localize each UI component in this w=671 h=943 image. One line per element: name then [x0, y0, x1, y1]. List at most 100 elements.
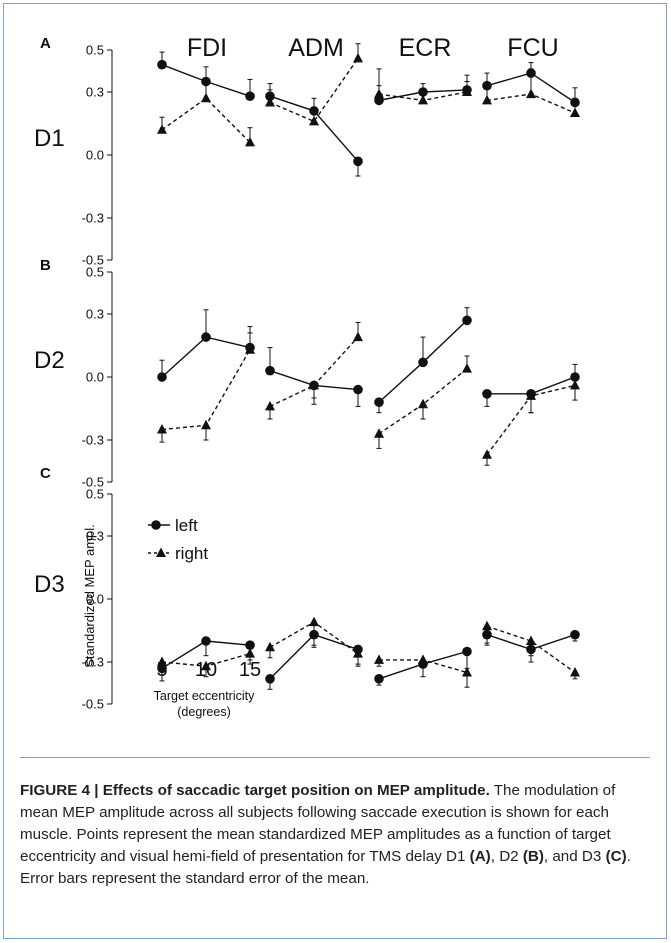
point-left [353, 644, 363, 655]
y-tick-label: 0.3 [86, 529, 104, 544]
caption-heading: FIGURE 4 | Effects of saccadic target po… [20, 782, 490, 799]
y-tick-label: 0.0 [86, 148, 104, 163]
series-line-right [161, 97, 251, 143]
point-right [157, 124, 167, 134]
point-left [418, 357, 428, 368]
point-left [157, 59, 167, 70]
x-tick-label: 15 [239, 659, 261, 681]
y-tick-label: 0.5 [86, 265, 104, 280]
point-left [201, 332, 211, 342]
y-tick-label: -0.3 [82, 433, 104, 448]
point-left [309, 380, 319, 391]
point-right [526, 635, 536, 645]
caption-ref-c: (C) [605, 848, 627, 865]
point-left [462, 646, 472, 657]
point-right [570, 667, 580, 677]
caption-body-2: , D2 [490, 848, 523, 865]
delay-label: D3 [34, 571, 65, 598]
legend-marker-left [151, 520, 161, 530]
point-right [462, 667, 472, 677]
figure-plot: FDI ADM ECR FCU A D1 0.5 0.3 0.0 -0.3 -0.5 B D2 0.5 0… [34, 34, 580, 719]
point-right [157, 656, 167, 666]
point-left [482, 389, 492, 399]
figure-caption: FIGURE 4 | Effects of saccadic target po… [20, 780, 652, 890]
panel-b: B D2 0.5 0.3 0.0 -0.3 -0.5 [34, 257, 580, 490]
muscle-group-ecr [374, 646, 472, 688]
point-left [157, 372, 167, 382]
point-left [265, 365, 275, 376]
point-left [418, 87, 428, 97]
point-right [265, 400, 275, 411]
muscle-group-ecr [374, 307, 472, 449]
point-left [482, 629, 492, 640]
point-right [374, 654, 384, 664]
point-left [353, 156, 363, 167]
legend-marker-right [156, 547, 166, 557]
caption-body-4: . Error bars represent the standard erro… [20, 848, 631, 887]
column-header-adm: ADM [288, 34, 344, 62]
point-right [570, 107, 580, 117]
point-left [353, 384, 363, 395]
x-axis-title: Target eccentricity [154, 689, 255, 703]
y-axis-title: Standardized MEP ampl. [82, 524, 97, 668]
point-right [201, 660, 211, 671]
point-right [245, 136, 255, 147]
panel-a: A D1 0.5 0.3 0.0 -0.3 -0.5 [34, 35, 580, 268]
point-right [309, 616, 319, 627]
x-tick-label: 5 [156, 659, 167, 681]
point-right [526, 88, 536, 99]
point-right [482, 94, 492, 105]
y-tick-label: 0.3 [86, 85, 104, 100]
point-right [157, 424, 167, 434]
figure-frame [3, 3, 667, 939]
point-left [526, 644, 536, 655]
point-left [309, 106, 319, 116]
caption-ref-b: (B) [522, 848, 544, 865]
point-right [353, 52, 363, 63]
y-tick-label: -0.5 [82, 475, 104, 490]
point-left [157, 663, 167, 674]
x-tick-label: 10 [195, 659, 217, 681]
point-left [570, 372, 580, 382]
y-tick-label: -0.5 [82, 253, 104, 268]
point-right [353, 331, 363, 342]
point-right [201, 419, 211, 430]
caption-body-3: , and D3 [543, 848, 606, 865]
y-tick-label: 0.3 [86, 307, 104, 322]
point-left [265, 674, 275, 684]
series-line-right [161, 349, 251, 431]
panel-letter: A [40, 35, 51, 52]
caption-ref-a: (A) [469, 848, 491, 865]
point-left [374, 95, 384, 106]
y-tick-label: -0.5 [82, 697, 104, 712]
muscle-group-adm [265, 321, 363, 420]
point-left [201, 636, 211, 646]
column-header-fdi: FDI [187, 34, 227, 62]
series-line-right [269, 336, 359, 408]
point-left [526, 68, 536, 78]
y-tick-label: 0.5 [86, 487, 104, 502]
muscle-group-fcu [482, 363, 580, 466]
y-tick-label: -0.3 [82, 211, 104, 226]
point-right [570, 379, 580, 390]
muscle-group-fdi [157, 309, 255, 443]
point-left [201, 76, 211, 87]
y-tick-label: 0.0 [86, 370, 104, 385]
legend-label-right: right [175, 544, 208, 563]
muscle-group-ecr [374, 68, 472, 106]
point-right [462, 363, 472, 373]
muscle-group-fdi [157, 636, 255, 682]
point-left [526, 389, 536, 399]
muscle-group-fcu [482, 620, 580, 680]
point-left [265, 91, 275, 101]
point-left [374, 397, 384, 408]
point-right [309, 115, 319, 126]
muscle-group-adm [265, 616, 363, 690]
legend-label-left: left [175, 516, 198, 535]
point-left [245, 342, 255, 353]
series-line-right [486, 625, 576, 674]
panel-letter: B [40, 257, 51, 274]
point-left [245, 640, 255, 650]
point-right [482, 449, 492, 459]
y-tick-label: 0.5 [86, 43, 104, 58]
